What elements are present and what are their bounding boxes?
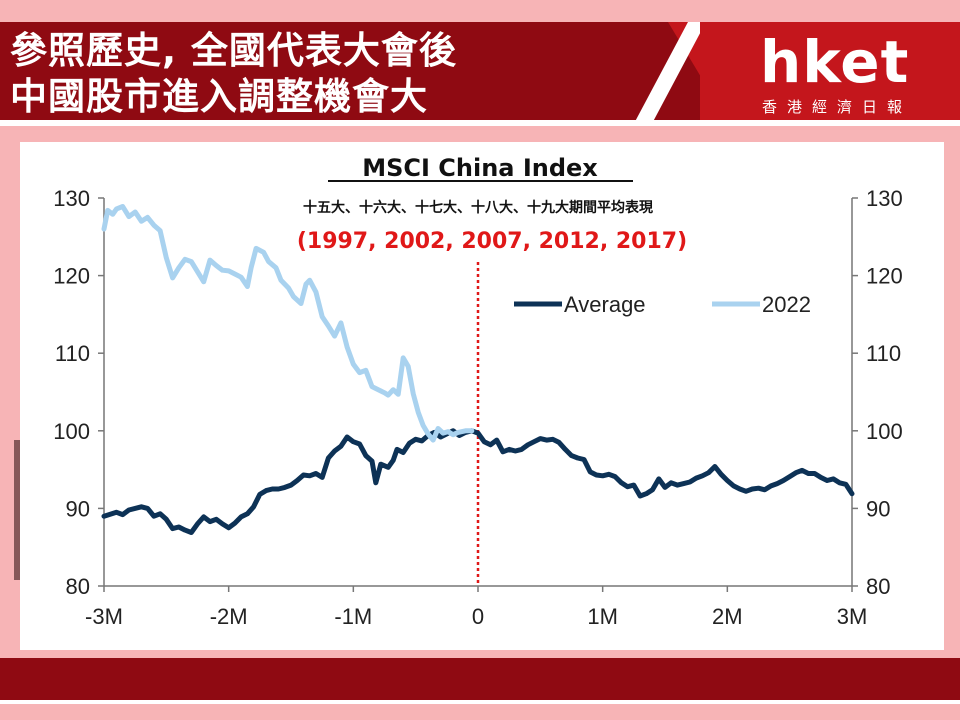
logo-background: [700, 22, 960, 122]
headline: 參照歷史, 全國代表大會後 中國股市進入調整機會大: [10, 28, 457, 120]
y-tick-label-right: 110: [866, 341, 901, 366]
x-tick-label: 0: [472, 604, 484, 629]
top-stripe: [0, 0, 960, 22]
headline-line-1: 參照歷史, 全國代表大會後: [10, 29, 457, 72]
x-tick-label: 3M: [837, 604, 868, 629]
y-tick-label-right: 90: [866, 496, 890, 521]
logo-subtitle: 香港經濟日報: [762, 98, 913, 116]
series-line-average: [101, 428, 855, 535]
x-tick-label: -1M: [334, 604, 372, 629]
y-tick-label-left: 80: [66, 574, 90, 599]
x-tick-label: -3M: [85, 604, 123, 629]
x-tick-label: 2M: [712, 604, 743, 629]
y-tick-label-left: 110: [55, 341, 90, 366]
y-tick-label-left: 120: [53, 264, 90, 289]
headline-line-2: 中國股市進入調整機會大: [10, 75, 428, 118]
chart-annotation: (1997, 2002, 2007, 2012, 2017): [297, 229, 687, 254]
y-tick-label-right: 100: [866, 419, 903, 444]
series-line-2022: [101, 204, 475, 443]
banner-divider: [0, 120, 960, 126]
y-tick-label-left: 100: [53, 419, 90, 444]
panel-shadow: [14, 440, 22, 580]
chart-ticks: 80 80 90 90 100 100 110 110 120 120 130 130 -3M -2M -1…: [53, 186, 902, 629]
y-tick-label-left: 130: [53, 186, 90, 211]
y-tick-label-right: 80: [866, 574, 890, 599]
msci-chart: 80 80 90 90 100 100 110 110 120 120 130 130 -3M -2M -1…: [53, 154, 902, 629]
y-tick-label-right: 130: [866, 186, 903, 211]
chart-series: [101, 204, 855, 535]
chart-subtitle: 十五大、十六大、十七大、十八大、十九大期間平均表現: [303, 199, 653, 216]
x-tick-label: 1M: [587, 604, 618, 629]
x-tick-label: -2M: [210, 604, 248, 629]
chart-panel: 80 80 90 90 100 100 110 110 120 120 130 130 -3M -2M -1…: [20, 142, 944, 650]
legend-label-average: Average: [564, 292, 646, 317]
y-tick-label-left: 90: [66, 496, 90, 521]
hket-logo: hket: [760, 28, 910, 96]
footer-divider: [0, 700, 960, 704]
footer-bar: [0, 658, 960, 700]
chart-title: MSCI China Index: [362, 154, 598, 182]
legend-label-2022: 2022: [762, 292, 811, 317]
header-banner: 參照歷史, 全國代表大會後 中國股市進入調整機會大 hket 香港經濟日報: [0, 22, 960, 122]
chart-legend: Average 2022: [514, 292, 811, 317]
y-tick-label-right: 120: [866, 264, 903, 289]
